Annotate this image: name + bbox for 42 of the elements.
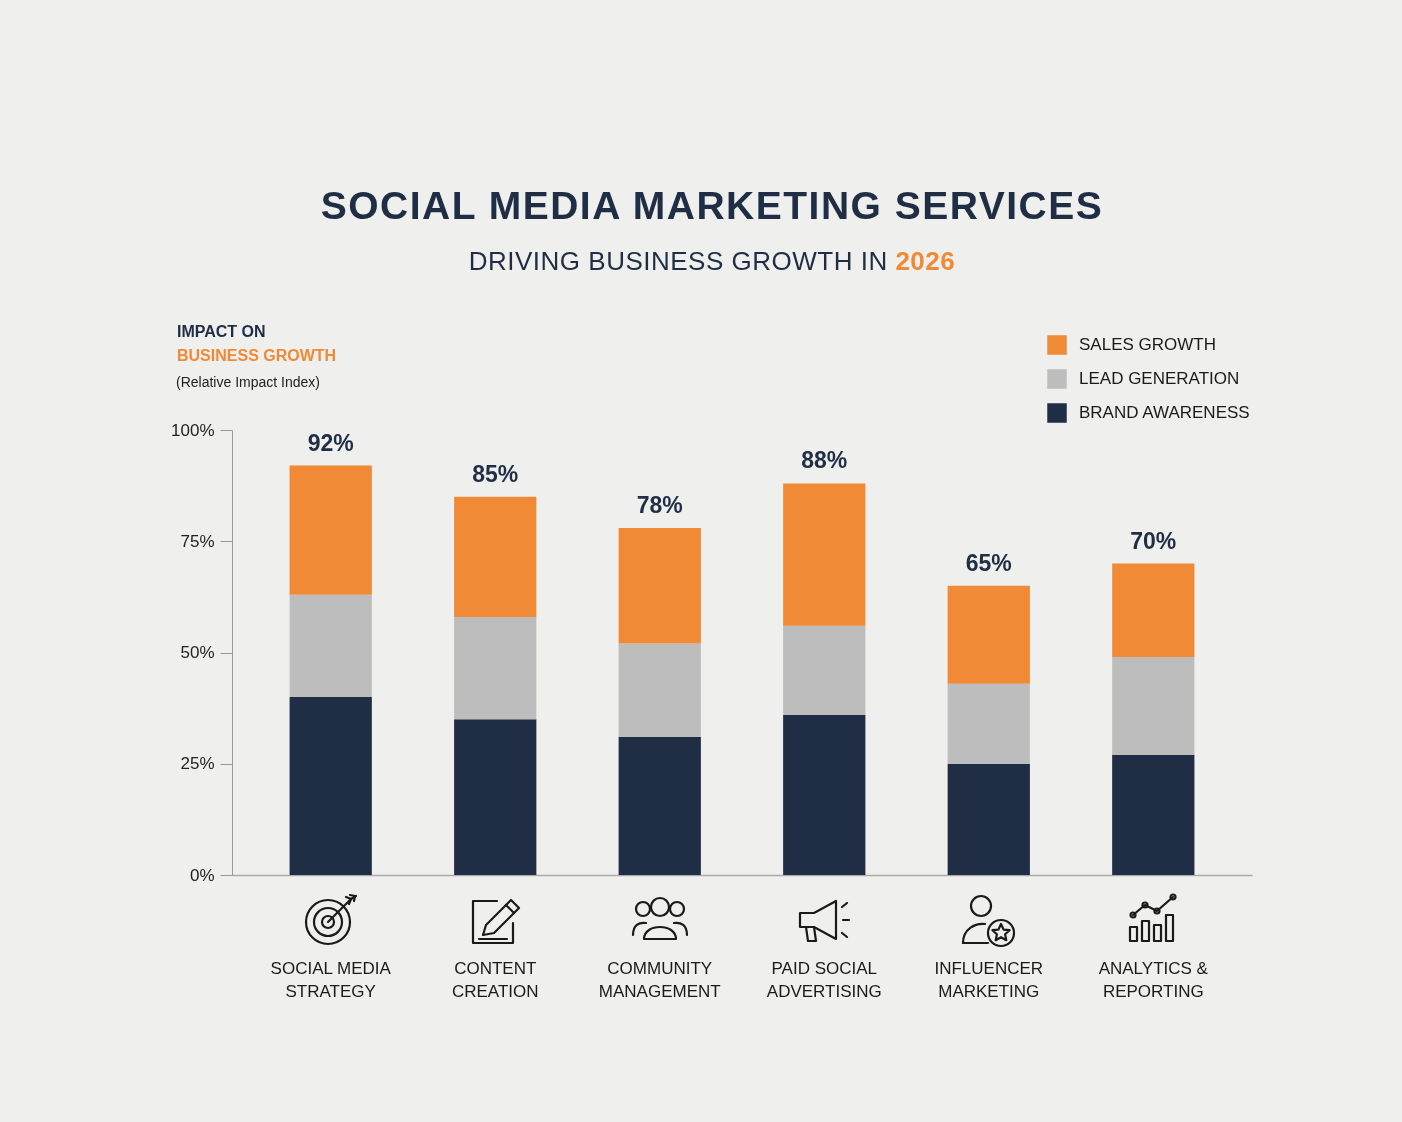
x-tick-label: ANALYTICS & REPORTING — [1098, 958, 1209, 1001]
bar — [618, 527, 701, 644]
bar — [1112, 656, 1195, 755]
x-tick-label: PAID SOCIAL ADVERTISING — [766, 958, 882, 1001]
x-tick-label: COMMUNITY MANAGEMENT — [598, 958, 721, 1001]
total-label: 70% — [1130, 527, 1177, 554]
bar — [783, 483, 866, 626]
total-label: 65% — [965, 549, 1012, 576]
x-tick-label: CONTENT CREATION — [451, 958, 539, 1001]
y-tick-label: 0% — [189, 865, 215, 885]
total-label: 85% — [472, 460, 519, 487]
legend-label: LEAD GENERATION — [1079, 369, 1240, 388]
bar — [454, 719, 537, 875]
y-axis-title: IMPACT ON BUSINESS GROWTH — [177, 322, 337, 366]
chart-subtitle: DRIVING BUSINESS GROWTH IN 2026 — [468, 246, 956, 276]
x-tick-label: INFLUENCER MARKETING — [934, 958, 1044, 1001]
y-tick-label: 50% — [180, 643, 215, 662]
bar — [1112, 754, 1195, 875]
legend-label: BRAND AWARENESS — [1079, 403, 1250, 422]
bar — [289, 465, 372, 595]
bar — [783, 714, 866, 875]
y-tick-label: 25% — [180, 754, 215, 774]
legend-label: SALES GROWTH — [1079, 335, 1216, 354]
bar — [289, 697, 372, 875]
bar — [618, 643, 701, 738]
bar — [947, 585, 1030, 684]
total-label: 78% — [636, 491, 683, 518]
y-tick-label: 75% — [180, 531, 215, 551]
chart-title: SOCIAL MEDIA MARKETING SERVICES — [320, 184, 1104, 228]
bar — [454, 496, 537, 617]
total-label: 88% — [801, 447, 848, 474]
bar — [783, 625, 866, 715]
text: (Relative Impact Index) — [176, 373, 320, 392]
bar — [947, 683, 1030, 764]
bar — [1112, 563, 1195, 657]
bar — [289, 594, 372, 697]
bar — [618, 737, 701, 875]
bar — [947, 763, 1030, 875]
total-label: 92% — [307, 429, 354, 456]
x-tick-label: SOCIAL MEDIA STRATEGY — [270, 958, 392, 1001]
y-tick-label: 100% — [171, 420, 215, 440]
bar — [454, 616, 537, 720]
